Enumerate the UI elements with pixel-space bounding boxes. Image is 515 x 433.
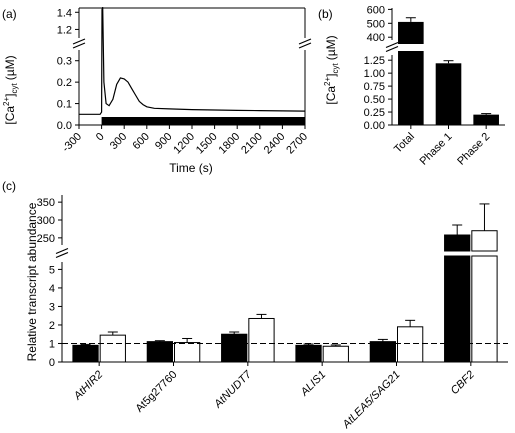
panel-c-ytick-label-upper: 300	[37, 215, 55, 227]
panel-b-ybreak-2	[385, 45, 399, 53]
bar-phase-2	[473, 114, 499, 125]
panel-a-xtick-label: 1200	[171, 131, 197, 157]
bar-atnudt7-s1	[221, 333, 248, 363]
panel-a-xtick-label: 1800	[217, 131, 243, 157]
panel-c-ticks: 250 300 350 0 1 2 3 4 5	[37, 197, 62, 369]
bar-total	[398, 51, 424, 125]
panel-c-ytick-label-lower: 5	[49, 264, 55, 276]
bar-cbf2-s2	[471, 255, 498, 363]
panel-a-xtick-label: 2700	[284, 131, 310, 157]
panel-c-ybreak-2	[55, 251, 69, 259]
bar-cbf2-s1	[444, 255, 471, 363]
panel-b-ytick-label-lower: 1.00	[364, 68, 385, 80]
panel-c-ybreak-1	[55, 247, 69, 255]
bar-atlea5-sag21-s1	[369, 341, 396, 363]
panel-a-ytick-label-upper: 1.2	[57, 24, 72, 36]
panel-a-axes	[72, 7, 312, 126]
panel-c-ytick-label-lower: 4	[49, 283, 55, 295]
panel-b-ytick-label-lower: 0.50	[364, 94, 385, 106]
panel-c-label: (c)	[2, 179, 16, 193]
panel-b-ylabel: [Ca2+]cyt(µM)	[323, 35, 340, 104]
bar-atlea5-sag21-s2	[397, 326, 424, 363]
panel-a-ytick-label-lower: 0.2	[57, 77, 72, 89]
bar-at5g27760-s1	[146, 341, 174, 363]
category-label: AtNUDT7	[211, 368, 254, 411]
panel-b-ytick-label-lower: 0.25	[364, 107, 385, 119]
panel-b-ytick-label-lower: 1.25	[364, 55, 385, 67]
category-label: AtLEA5/SAG21	[340, 369, 403, 432]
panel-a-xtick-label: -300	[60, 131, 84, 155]
bar-cbf2-s2-upper	[471, 230, 498, 252]
panel-b-ytick-label-lower: 0.75	[364, 81, 385, 93]
panel-a-ytick-label-lower: 0.1	[57, 99, 72, 111]
bar-alis1-s2	[322, 345, 349, 363]
panel-c-ytick-label-lower: 0	[49, 357, 55, 369]
panel-b-ytick-label-upper: 500	[367, 18, 385, 30]
panel-a-rbreak-2	[298, 42, 312, 49]
panel-b-categories: Total Phase 1 Phase 2	[392, 131, 492, 168]
panel-a-xtick-label: 2100	[239, 131, 265, 157]
panel-a: (a) [Ca2+]cyt(µM) 1.2 1.4 0.0 0.1 0.2 0.3 -300…	[2, 6, 312, 175]
bar-at5g27760-s2	[174, 342, 201, 363]
bar-alis1-s1	[295, 344, 322, 363]
panel-a-ybreak-1	[72, 38, 86, 45]
panel-a-ytick-label-upper: 1.4	[57, 7, 72, 19]
category-label: ALIS1	[298, 369, 328, 399]
panel-b-ytick-label-lower: 0.00	[364, 120, 385, 132]
panel-a-xtick-label: 2400	[262, 131, 288, 157]
panel-b-label: (b)	[318, 7, 333, 21]
panel-b: (b) [Ca2+]cyt(µM) 400 500 600 0.000.250.500…	[318, 4, 505, 168]
category-label: Phase 2	[455, 131, 492, 168]
panel-a-xtick-label: 0	[94, 131, 107, 144]
panel-b-ticks: 400 500 600 0.000.250.500.751.001.25	[364, 4, 392, 132]
panel-a-xtick-label: 300	[108, 131, 129, 152]
category-label: At5g27760	[134, 369, 180, 415]
panel-c-ytick-label-lower: 2	[49, 320, 55, 332]
panel-c-categories: AtHIR2 At5g27760 AtNUDT7 ALIS1 AtLEA5/SAG21 C…	[71, 368, 477, 431]
panel-c: (c) Relative transcript abundance 250300…	[2, 179, 508, 431]
category-label: Total	[392, 131, 417, 156]
panel-a-xlabel: Time (s)	[169, 161, 213, 175]
panel-a-xtick-label: 600	[130, 131, 151, 152]
panel-b-ytick-label-upper: 600	[367, 4, 385, 16]
panel-a-ticks: 1.21.40.00.10.20.3-300 0 300 600 90012001500…	[57, 7, 310, 156]
category-label: CBF2	[449, 369, 477, 397]
panel-a-rbreak-1	[298, 38, 312, 45]
panel-a-ytick-label-lower: 0.3	[57, 56, 72, 68]
bar-cbf2-s1-upper	[444, 234, 471, 252]
panel-c-bars	[72, 203, 498, 366]
panel-c-ytick-label-upper: 350	[37, 197, 55, 209]
bar-total-upper	[398, 21, 424, 44]
bar-athir2-s1	[72, 344, 99, 363]
bar-athir2-s2	[99, 334, 126, 363]
panel-a-label: (a)	[2, 7, 17, 21]
panel-c-ytick-label-lower: 3	[49, 301, 55, 313]
panel-a-ylabel: [Ca2+]cyt(µM)	[2, 55, 19, 124]
panel-c-ylabel: Relative transcript abundance	[25, 202, 39, 361]
panel-c-ytick-label-upper: 250	[37, 233, 55, 245]
panel-b-ytick-label-upper: 400	[367, 32, 385, 44]
category-label: Phase 1	[418, 131, 455, 168]
panel-a-xtick-label: 1500	[194, 131, 220, 157]
panel-a-ytick-label-lower: 0.0	[57, 120, 72, 132]
bar-phase-1	[435, 63, 462, 125]
calcium-trace-line	[79, 6, 306, 115]
treatment-bar	[101, 117, 305, 125]
panel-c-ytick-label-lower: 1	[49, 338, 55, 350]
panel-b-bars	[398, 17, 499, 129]
category-label: AtHIR2	[71, 369, 105, 403]
panel-b-ybreak-1	[385, 41, 399, 49]
bar-atnudt7-s2	[248, 317, 275, 363]
panel-a-ybreak-2	[72, 42, 86, 49]
